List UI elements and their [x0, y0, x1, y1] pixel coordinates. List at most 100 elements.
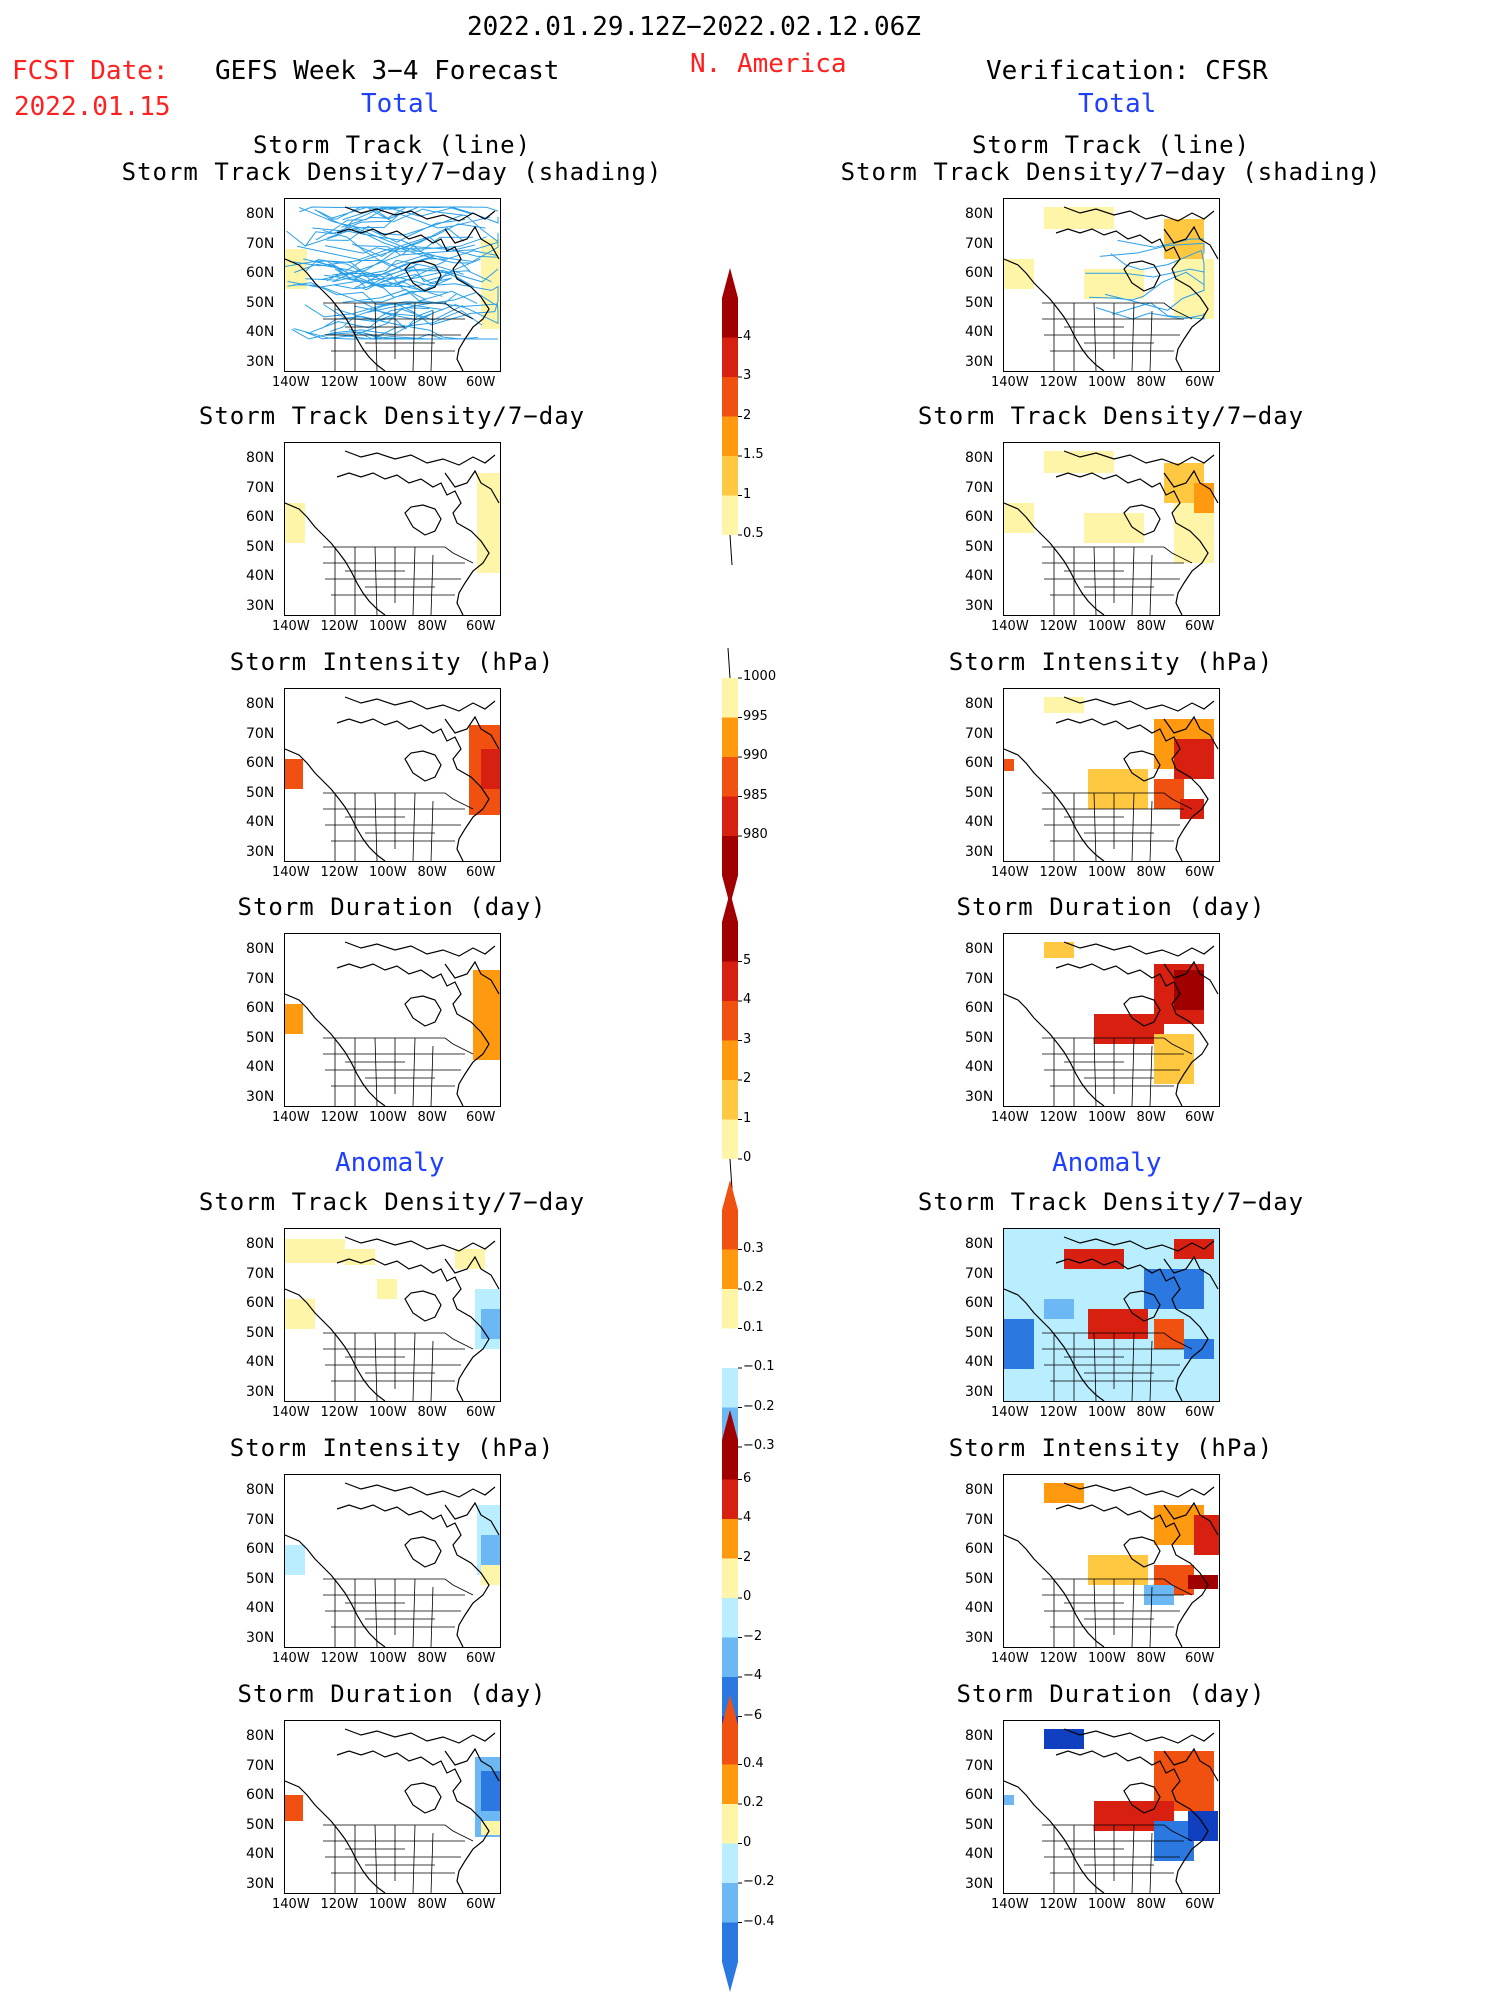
left-duration-title-6: Storm Duration (day) [237, 1680, 547, 1708]
colorbar-tick-label: 2 [743, 1549, 752, 1565]
lat-label: 70N [965, 725, 994, 742]
colorbar-tick-label: −0.3 [743, 1438, 775, 1453]
lat-label: 70N [965, 235, 994, 252]
lat-label: 50N [246, 1324, 275, 1341]
lon-label: 140W [991, 1651, 1029, 1666]
lat-label: 30N [246, 1629, 275, 1646]
lon-label: 120W [320, 865, 359, 880]
lon-label: 120W [320, 1897, 359, 1912]
lon-label: 60W [1185, 1405, 1215, 1420]
left-map-panel-1 [284, 442, 501, 616]
lat-label: 70N [965, 1757, 994, 1774]
left-storm-track-line-title: Storm Track (line) [252, 131, 532, 159]
lon-label: 140W [272, 375, 310, 390]
lat-label: 40N [965, 1600, 994, 1616]
left-total-label: Total [361, 89, 440, 119]
duration-anomaly-colorbar-svg [722, 1695, 742, 1992]
lon-label: 80W [1136, 1651, 1166, 1666]
lat-label: 80N [246, 1482, 275, 1498]
duration-total-colorbar: 5 4 3 2 1 0 [722, 892, 802, 1193]
lon-label: 80W [1136, 1897, 1166, 1912]
north-america-map [1004, 1229, 1219, 1401]
lon-label: 100W [1088, 1110, 1126, 1125]
lat-label: 80N [965, 1236, 994, 1252]
right-anomaly-label: Anomaly [1052, 1148, 1162, 1178]
lon-label: 140W [991, 619, 1029, 634]
lat-label: 50N [246, 294, 275, 311]
right-duration-title-3: Storm Duration (day) [956, 893, 1266, 921]
region-label: N. America [690, 49, 847, 79]
lon-label: 120W [1039, 1405, 1078, 1420]
lon-label: 100W [369, 1897, 407, 1912]
colorbar-tick-label: −0.1 [743, 1359, 775, 1374]
colorbar-tick-label: 3 [743, 1031, 752, 1047]
colorbar-tick-label: −0.2 [743, 1874, 775, 1889]
colorbar-tick-label: 0.2 [743, 1795, 764, 1810]
lon-label: 80W [417, 1110, 447, 1125]
lon-label: 60W [466, 1405, 496, 1420]
lon-label: 120W [1039, 865, 1078, 880]
lon-label: 140W [991, 1110, 1029, 1125]
lat-label: 60N [965, 1541, 994, 1557]
lat-label: 40N [965, 1354, 994, 1370]
lon-label: 140W [272, 1651, 310, 1666]
lon-label: 100W [369, 619, 407, 634]
colorbar-tick-label: 2 [743, 1071, 752, 1086]
lat-label: 30N [246, 1088, 275, 1105]
right-storm-track-shading-title: Storm Track Density/7−day (shading) [840, 158, 1382, 186]
intensity-anomaly-colorbar: 6 4 2 0 −2 −4 −6 [722, 1410, 802, 1790]
lat-label: 50N [965, 538, 994, 555]
right-intensity-title-5: Storm Intensity (hPa) [948, 1434, 1274, 1462]
colorbar-tick-label: 3 [743, 368, 752, 383]
left-map-panel-5 [284, 1474, 501, 1648]
colorbar-tick-label: 6 [743, 1470, 752, 1486]
lat-label: 80N [965, 696, 994, 712]
right-map-panel-4 [1003, 1228, 1220, 1402]
intensity-total-colorbar-svg [722, 647, 742, 906]
lon-label: 100W [1088, 375, 1126, 390]
north-america-map [285, 450, 500, 615]
date-range-title: 2022.01.29.12Z−2022.02.12.06Z [467, 12, 921, 42]
lat-label: 30N [965, 843, 994, 860]
lon-label: 60W [1185, 375, 1215, 390]
fcst-date-label: FCST Date: [12, 56, 169, 86]
colorbar-tick-label: 0.4 [743, 1755, 764, 1771]
colorbar-tick-label: −2 [743, 1628, 763, 1644]
lat-label: 30N [965, 353, 994, 370]
lon-label: 100W [1088, 1897, 1126, 1912]
lat-label: 30N [246, 843, 275, 860]
lat-label: 40N [246, 814, 275, 830]
lat-label: 80N [246, 696, 275, 712]
right-total-label: Total [1078, 89, 1157, 119]
lon-label: 60W [1185, 865, 1215, 880]
lat-label: 80N [246, 1728, 275, 1744]
right-map-panel-0 [1003, 198, 1220, 372]
lon-label: 80W [417, 1405, 447, 1420]
lat-label: 40N [246, 1600, 275, 1616]
lon-label: 100W [369, 1405, 407, 1420]
lat-label: 40N [965, 1059, 994, 1075]
left-intensity-title-5: Storm Intensity (hPa) [229, 1434, 555, 1462]
lat-label: 70N [246, 479, 275, 496]
north-america-map [285, 1728, 500, 1893]
lon-label: 60W [466, 1651, 496, 1666]
lon-label: 60W [1185, 1651, 1215, 1666]
lat-label: 60N [965, 509, 994, 525]
right-column-title: Verification: CFSR [986, 56, 1268, 86]
north-america-map [285, 696, 500, 861]
lon-label: 120W [320, 1651, 359, 1666]
colorbar-tick-label: 0.5 [743, 526, 764, 541]
lat-label: 30N [965, 1088, 994, 1105]
north-america-map [1004, 450, 1219, 615]
lat-label: 40N [965, 568, 994, 584]
colorbar-tick-label: 980 [743, 827, 768, 842]
fcst-date-value: 2022.01.15 [14, 92, 171, 122]
lon-label: 140W [272, 865, 310, 880]
lat-label: 50N [965, 1029, 994, 1046]
lat-label: 50N [246, 1570, 275, 1587]
left-map-panel-0 [284, 198, 501, 372]
lat-label: 60N [965, 265, 994, 281]
lat-label: 40N [965, 814, 994, 830]
north-america-map [285, 1482, 500, 1647]
density-total-colorbar: 4 3 2 1.5 1 0.5 [722, 268, 802, 569]
